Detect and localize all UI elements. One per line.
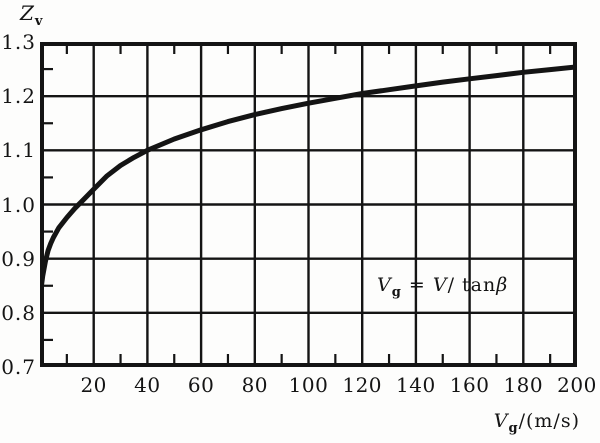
y-axis-title-subscript: v [34, 14, 44, 29]
y-axis-title-symbol: Z [20, 1, 35, 25]
x-tick-label-80: 80 [241, 373, 269, 397]
formula-beta: β [496, 274, 509, 296]
x-axis-title-symbol: V [493, 410, 509, 432]
x-axis-title: Vg/(m/s) [460, 410, 580, 435]
grid-layer [40, 42, 577, 367]
x-tick-label-120: 120 [342, 373, 383, 397]
x-axis-title-units: /(m/s) [518, 410, 580, 432]
x-tick-label-20: 20 [80, 373, 107, 397]
x-tick-label-200: 200 [557, 373, 597, 397]
y-tick-label-1.0: 1.0 [1, 192, 36, 217]
formula-annotation: Vg = V/ tanβ [377, 274, 509, 299]
y-axis-title: Zv [20, 1, 43, 28]
y-tick-label-0.7: 0.7 [1, 355, 36, 379]
x-tick-label-100: 100 [288, 373, 329, 397]
formula-equals: = [401, 274, 433, 296]
y-tick-label-1.2: 1.2 [1, 84, 36, 109]
plot-area [40, 42, 577, 367]
formula-slash-tan: / tan [447, 274, 497, 296]
x-tick-label-60: 60 [187, 373, 215, 397]
formula-var-subscript: g [391, 284, 402, 300]
y-tick-label-1.3: 1.3 [1, 30, 36, 54]
y-tick-label-0.8: 0.8 [1, 300, 36, 325]
x-tick-label-160: 160 [449, 373, 490, 397]
tick-layer [44, 46, 552, 363]
curve-layer [40, 64, 577, 300]
formula-var: V [377, 274, 392, 296]
x-tick-label-140: 140 [396, 373, 436, 397]
series-curve-Zv [40, 64, 577, 300]
plot-frame [40, 42, 577, 367]
y-tick-label-0.9: 0.9 [1, 246, 36, 271]
y-tick-label-1.1: 1.1 [1, 138, 36, 163]
x-tick-label-40: 40 [134, 373, 161, 397]
x-axis-title-subscript: g [508, 420, 519, 436]
formula-v: V [432, 274, 448, 296]
x-tick-label-180: 180 [503, 373, 544, 397]
